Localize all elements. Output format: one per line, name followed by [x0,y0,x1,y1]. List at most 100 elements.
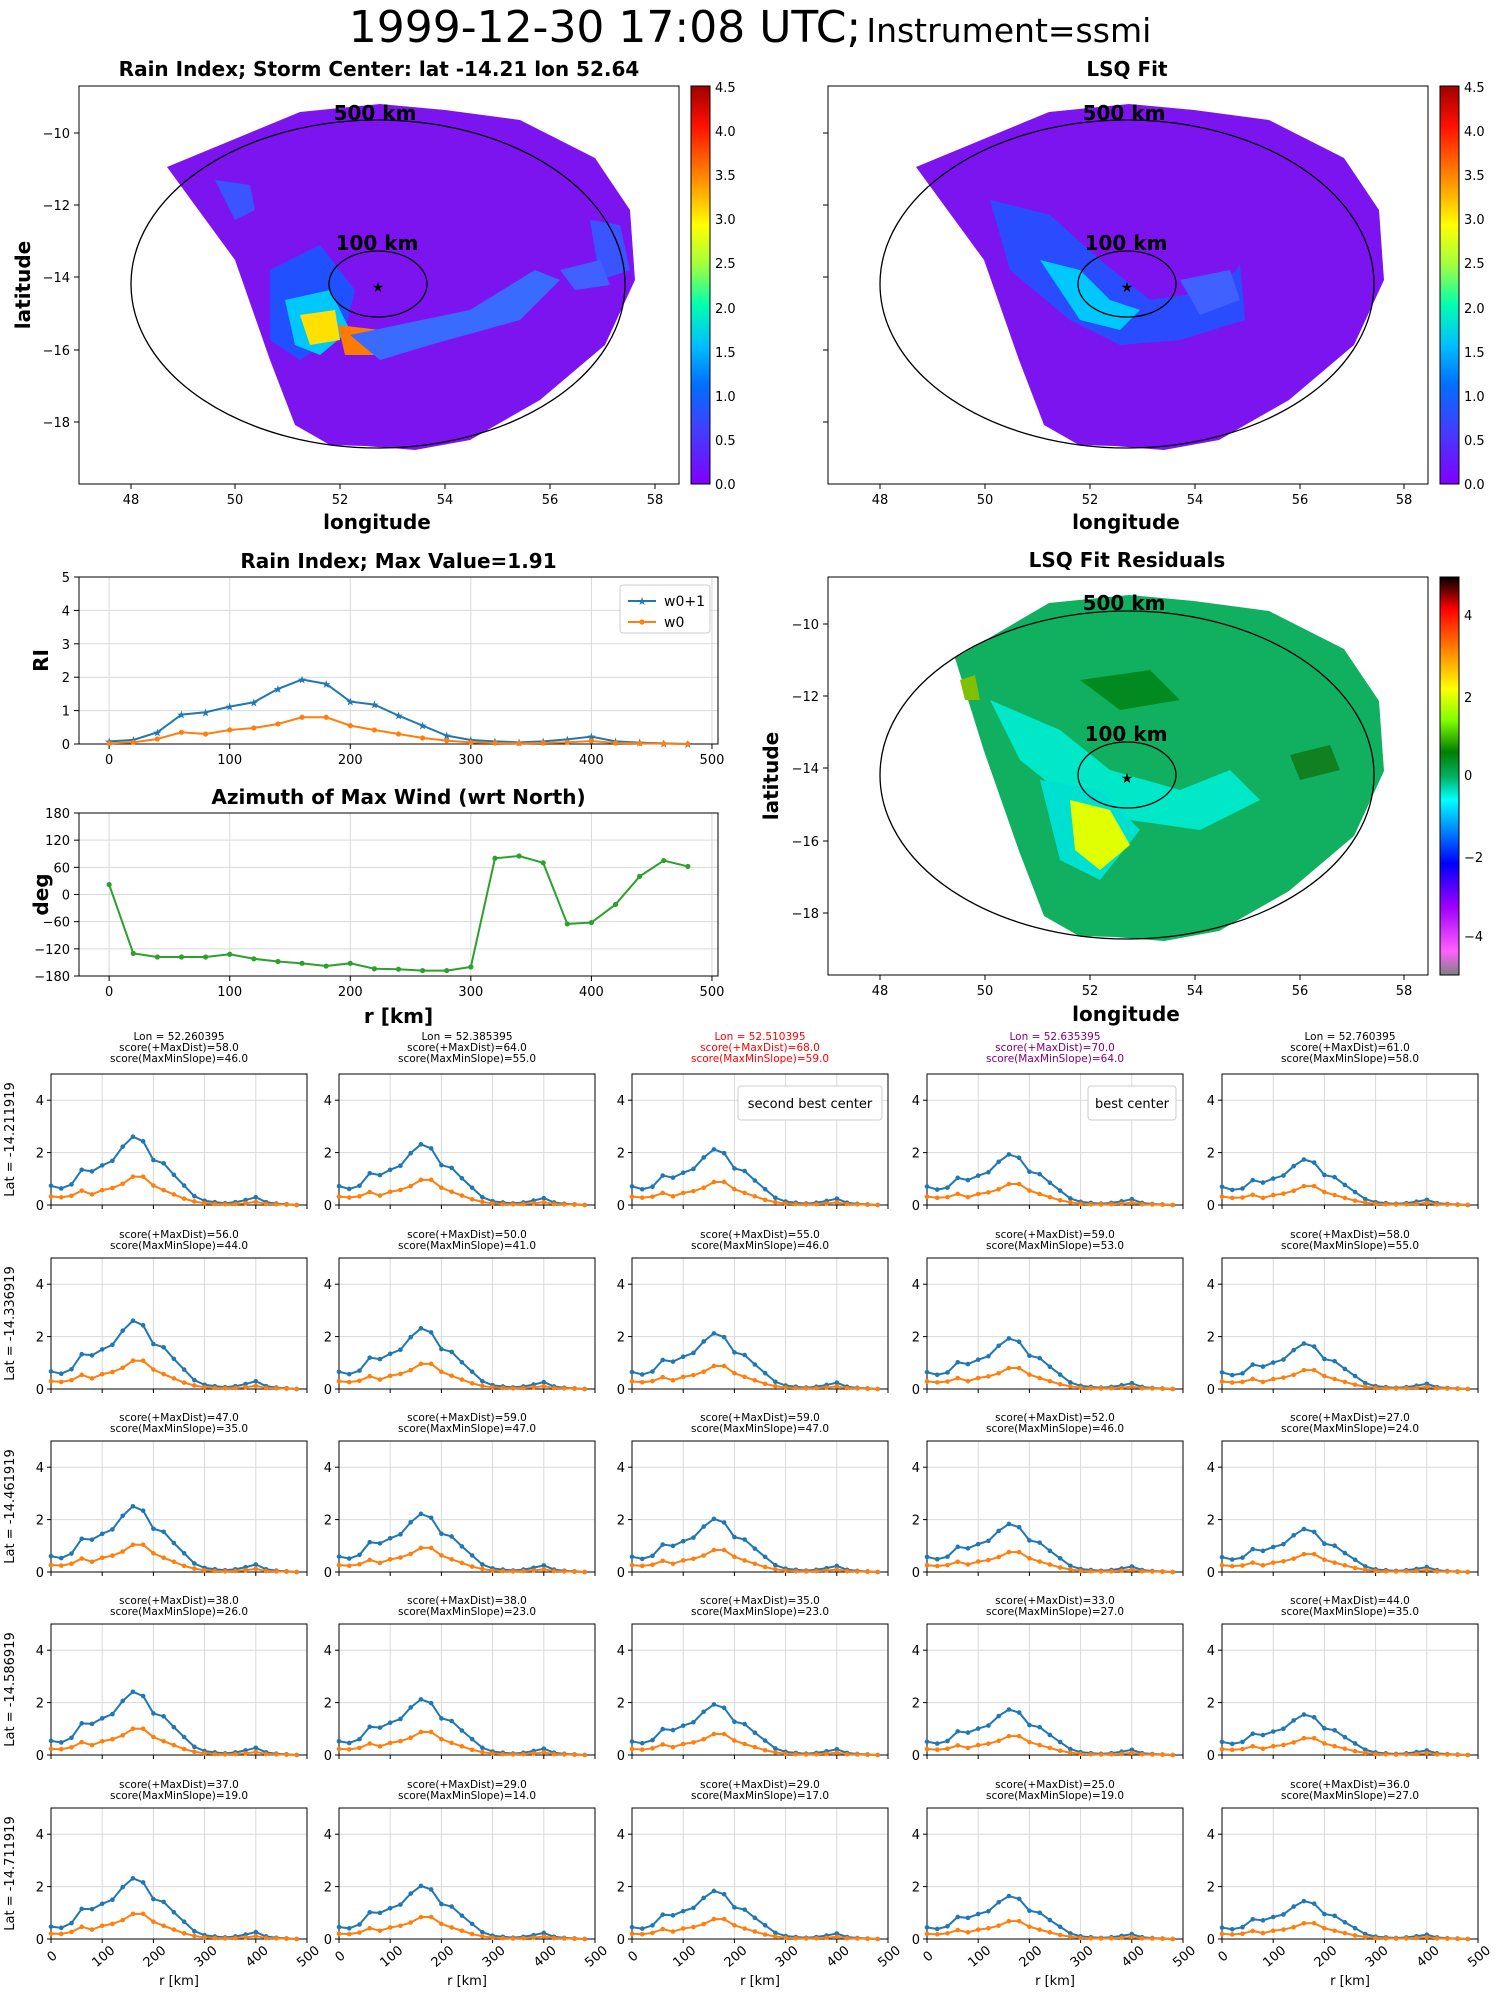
data-point [1027,1538,1032,1543]
data-point [752,1178,758,1183]
data-point [773,1562,778,1568]
data-point [1088,1936,1094,1941]
profile-panel: 0 2 4 score(+MaxDist)=44.0score(MaxMinSlope… [1207,1595,1479,1764]
residuals-map-title: LSQ Fit Residuals [1029,548,1226,572]
data-point [680,1723,686,1728]
data-point [1352,1189,1358,1195]
data-point [670,1561,676,1567]
svg-text:−12: −12 [43,199,70,214]
data-point [69,1182,74,1187]
data-point [1016,1896,1022,1902]
data-point [975,1559,981,1564]
data-point [418,1361,424,1367]
data-point [89,1537,95,1542]
data-point [1393,1202,1399,1207]
data-point [377,1377,383,1382]
data-point [346,1556,352,1561]
data-point [1352,1933,1358,1938]
data-point [212,1935,218,1941]
data-point [1393,1569,1399,1574]
y-tick-label: 4 [36,1828,44,1843]
y-tick-label: 2 [617,1697,625,1712]
data-point [1383,1752,1389,1757]
data-point [377,1560,383,1566]
data-point [1352,1565,1358,1571]
data-point [1281,1375,1286,1380]
data-point [561,1202,567,1207]
data-point [1006,1549,1012,1555]
chart-title: Azimuth of Max Wind (wrt North) [211,785,585,809]
data-point [469,1369,475,1375]
data-point [742,1374,747,1380]
data-point [691,1924,696,1930]
data-point [367,1741,373,1746]
data-point [48,1183,54,1189]
y-tick-label: 0 [36,1933,44,1948]
data-point [336,1562,342,1568]
data-point [336,1194,342,1199]
data-point-star: ★ [177,709,187,722]
data-point [561,1936,567,1941]
data-point [629,1379,635,1384]
x-tick-label: 400 [824,1943,853,1970]
data-point [773,1930,778,1936]
panel-score-line: score(+MaxDist)=33.0 [995,1595,1115,1607]
data-point [1373,1751,1378,1757]
data-point [516,740,522,746]
data-point [418,1142,424,1147]
y-tick-label: 4 [36,1278,44,1293]
panel-score-line: score(MaxMinSlope)=23.0 [398,1606,536,1618]
data-point [130,1358,136,1364]
data-point [1281,1357,1286,1362]
data-point [965,1378,971,1384]
data-point [299,714,305,720]
residuals-map: LSQ Fit Residuals 500 km 100 km ★ 48 50 … [759,548,1483,1026]
data-point [398,1532,403,1537]
data-point [367,1189,373,1195]
data-point [955,1375,961,1381]
data-point [531,1568,536,1573]
svg-text:4.0: 4.0 [1464,125,1485,140]
data-point [551,1568,557,1574]
data-point [367,1170,373,1176]
data-point [1250,1362,1256,1367]
data-point [680,1558,686,1563]
data-point [1027,1372,1032,1377]
data-point [1229,1372,1235,1378]
data-point [865,1569,870,1575]
data-point [934,1195,940,1201]
y-tick-label: 0 [62,738,70,753]
data-point [1342,1746,1348,1752]
data-point [99,1923,105,1929]
svg-text:2.0: 2.0 [715,302,736,317]
data-point [742,1168,747,1174]
y-tick-label: 0 [1207,1199,1215,1214]
data-point [1037,1559,1042,1564]
data-point [449,1557,454,1562]
data-point [387,1557,393,1562]
data-point [387,1905,393,1911]
data-point [1311,1551,1317,1557]
y-tick-label: 2 [1207,1881,1215,1896]
y-tick-label: 0 [912,1749,920,1764]
data-point [323,714,329,720]
profile-panel: 0 2 4 score(+MaxDist)=47.0score(MaxMinSlope… [3,1412,308,1581]
data-point [1342,1379,1348,1385]
data-point [202,1567,207,1573]
data-point [243,1935,248,1940]
profile-panel: 0 2 4 Lon = 52.385395score(+MaxDist)=64.0sc… [324,1031,596,1214]
data-point [346,1563,352,1569]
data-point [691,1166,696,1172]
data-point [588,738,595,744]
y-tick-label: 0 [912,1199,920,1214]
data-point [140,1880,146,1885]
ring-100km-label: 100 km [336,231,419,255]
data-point [275,958,281,965]
data-point [1006,1336,1012,1341]
data-point-star: ★ [418,720,428,733]
x-tick-label: 200 [1312,1943,1341,1970]
x-tick-label: 100 [670,1943,699,1970]
panel-score-line: score(MaxMinSlope)=46.0 [986,1423,1124,1435]
data-point [1016,1365,1022,1371]
data-point [1037,1191,1042,1197]
